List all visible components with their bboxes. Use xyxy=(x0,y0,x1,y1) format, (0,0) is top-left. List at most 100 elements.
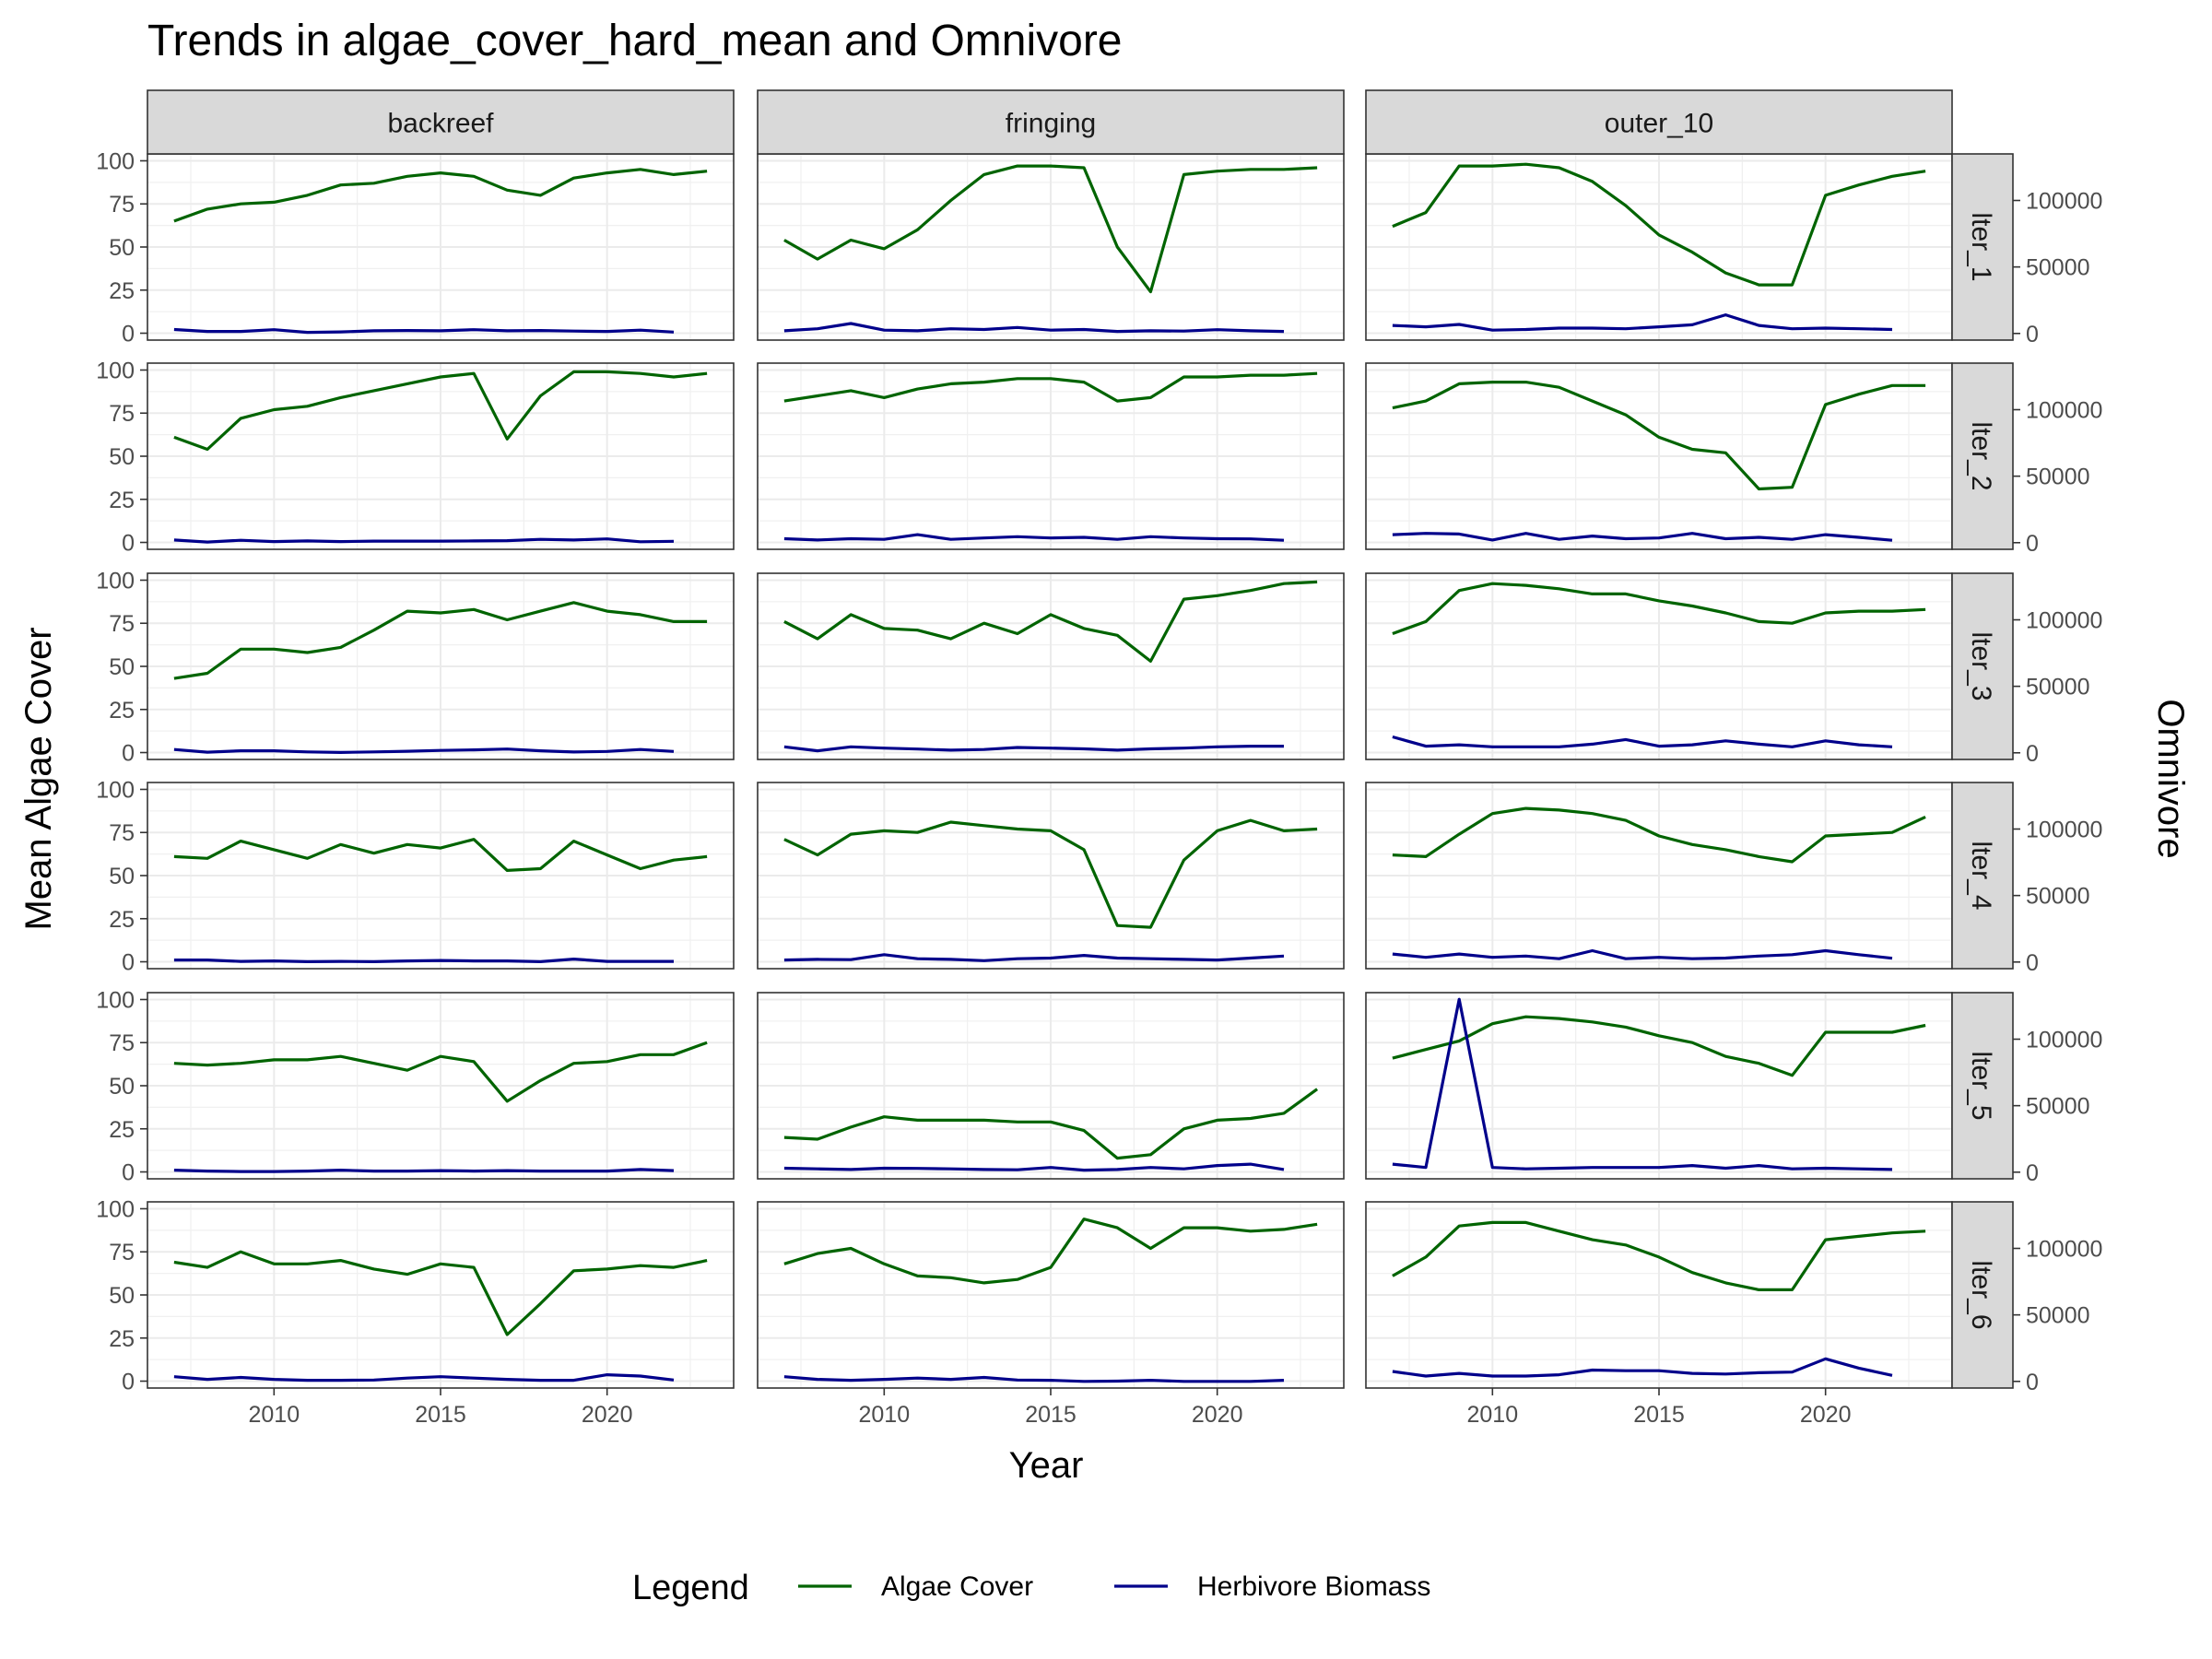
herbivore-biomass-line xyxy=(173,1168,675,1173)
algae-cover-line xyxy=(1392,1220,1926,1292)
legend-item: Herbivore Biomass xyxy=(1114,1571,1430,1602)
facet-panel-outer_10-lter_6 xyxy=(1365,1201,1953,1389)
strip-background xyxy=(1951,1201,2014,1389)
y-tick-label-right: 100000 xyxy=(2026,608,2102,634)
facet-panels xyxy=(147,153,1953,1389)
facet-panel-backreef-lter_1 xyxy=(147,153,735,341)
strip-background xyxy=(1951,992,2014,1180)
facet-panel-backreef-lter_2 xyxy=(147,362,735,550)
strip-label-lter_3: lter_3 xyxy=(1966,631,1996,700)
algae-cover-line xyxy=(783,1088,1319,1160)
y-tick-label-left: 0 xyxy=(122,950,135,976)
y-tick-label-right: 50000 xyxy=(2026,884,2090,910)
strip-background xyxy=(147,89,735,155)
algae-cover-line xyxy=(1392,381,1926,491)
strip-background xyxy=(757,89,1345,155)
strip-background xyxy=(1951,782,2014,970)
y-tick-label-right: 100000 xyxy=(2026,189,2102,215)
y-tick-label-left: 75 xyxy=(109,401,135,427)
herbivore-biomass-line xyxy=(783,1162,1285,1172)
facet-panel-fringing-lter_5 xyxy=(757,992,1345,1180)
y-tick-label-left: 100 xyxy=(96,1196,135,1222)
facet-strips: backreef fringing outer_10 lter_1 lter_2lter… xyxy=(147,89,2014,1389)
chart-title: Trends in algae_cover_hard_mean and Omni… xyxy=(147,17,1123,65)
algae-cover-line xyxy=(783,1218,1318,1285)
facet-panel-fringing-lter_3 xyxy=(757,572,1345,760)
panel-border xyxy=(757,572,1345,760)
strip-label-outer_10: outer_10 xyxy=(1605,109,1713,139)
herbivore-biomass-line xyxy=(173,1372,675,1382)
y-tick-label-left: 25 xyxy=(109,907,135,933)
strip-label-fringing: fringing xyxy=(1006,109,1096,139)
algae-cover-line xyxy=(783,371,1318,403)
algae-cover-line xyxy=(173,370,708,452)
herbivore-biomass-line xyxy=(783,953,1285,962)
panel-border xyxy=(757,362,1345,550)
y-tick-label-right: 50000 xyxy=(2026,465,2090,490)
y-tick-label-left: 100 xyxy=(96,358,135,383)
x-tick-label: 2015 xyxy=(1025,1402,1077,1428)
strip-background xyxy=(1951,153,2014,341)
y-tick-label-left: 50 xyxy=(109,1283,135,1309)
y-tick-label-right: 0 xyxy=(2026,1160,2039,1186)
herbivore-biomass-line xyxy=(783,533,1285,542)
y-tick-label-right: 100000 xyxy=(2026,1028,2102,1053)
facet-panel-outer_10-lter_4 xyxy=(1365,782,1953,970)
y-tick-label-left: 50 xyxy=(109,235,135,261)
strip-lter_4: lter_4 xyxy=(1951,782,2014,970)
x-tick-label: 2010 xyxy=(1467,1402,1519,1428)
x-tick-label: 2010 xyxy=(859,1402,911,1428)
y-tick-label-left: 50 xyxy=(109,1074,135,1100)
y-tick-label-right: 50000 xyxy=(2026,255,2090,281)
y-tick-label-left: 0 xyxy=(122,1160,135,1186)
legend-item: Algae Cover xyxy=(798,1571,1033,1602)
y-tick-label-right: 0 xyxy=(2026,531,2039,557)
strip-lter_1: lter_1 xyxy=(1951,153,2014,341)
x-tick-label: 2020 xyxy=(1800,1402,1852,1428)
strip-outer_10: outer_10 xyxy=(1365,89,1953,155)
strip-backreef: backreef xyxy=(147,89,735,155)
strip-label-lter_5: lter_5 xyxy=(1966,1051,1996,1120)
legend: Legend Algae Cover Herbivore Biomass xyxy=(632,1569,1430,1607)
strip-background xyxy=(1951,362,2014,550)
y-tick-label-right: 0 xyxy=(2026,741,2039,767)
algae-cover-line xyxy=(1392,806,1926,864)
y-tick-label-right: 50000 xyxy=(2026,1303,2090,1329)
y-tick-label-left: 50 xyxy=(109,654,135,680)
algae-cover-line xyxy=(783,818,1318,929)
legend-label: Herbivore Biomass xyxy=(1197,1571,1430,1602)
x-axis-title: Year xyxy=(1009,1445,1084,1486)
y-tick-label-left: 75 xyxy=(109,611,135,637)
herbivore-biomass-line xyxy=(1392,735,1893,748)
y-tick-label-left: 0 xyxy=(122,322,135,347)
strip-label-lter_1: lter_1 xyxy=(1966,212,1996,281)
y-tick-label-left: 0 xyxy=(122,1370,135,1395)
x-tick-label: 2020 xyxy=(1192,1402,1243,1428)
y-tick-label-right: 100000 xyxy=(2026,1237,2102,1263)
strip-label-backreef: backreef xyxy=(387,109,494,139)
facet-panel-outer_10-lter_3 xyxy=(1365,572,1953,760)
strip-background xyxy=(1951,572,2014,760)
herbivore-biomass-line xyxy=(173,537,675,544)
algae-cover-line xyxy=(1392,162,1926,287)
y-tick-label-left: 0 xyxy=(122,741,135,767)
x-tick-label: 2010 xyxy=(249,1402,300,1428)
panel-border xyxy=(757,992,1345,1180)
x-tick-label: 2015 xyxy=(415,1402,466,1428)
x-tick-label: 2015 xyxy=(1633,1402,1685,1428)
y-tick-label-right: 100000 xyxy=(2026,818,2102,843)
y-tick-label-left: 75 xyxy=(109,192,135,218)
algae-cover-line xyxy=(1392,582,1926,636)
herbivore-biomass-line xyxy=(173,747,675,755)
y-tick-label-right: 100000 xyxy=(2026,398,2102,424)
strip-background xyxy=(1365,89,1953,155)
facet-panel-fringing-lter_2 xyxy=(757,362,1345,550)
herbivore-biomass-line xyxy=(173,957,674,964)
algae-cover-line xyxy=(173,1041,708,1103)
y-axis-title-right: Omnivore xyxy=(2150,699,2191,858)
y-tick-label-right: 0 xyxy=(2026,1370,2039,1395)
y-tick-label-left: 50 xyxy=(109,444,135,470)
axes: 0255075100050000100000025507510005000010… xyxy=(96,148,2102,1428)
strip-label-lter_6: lter_6 xyxy=(1966,1260,1996,1329)
